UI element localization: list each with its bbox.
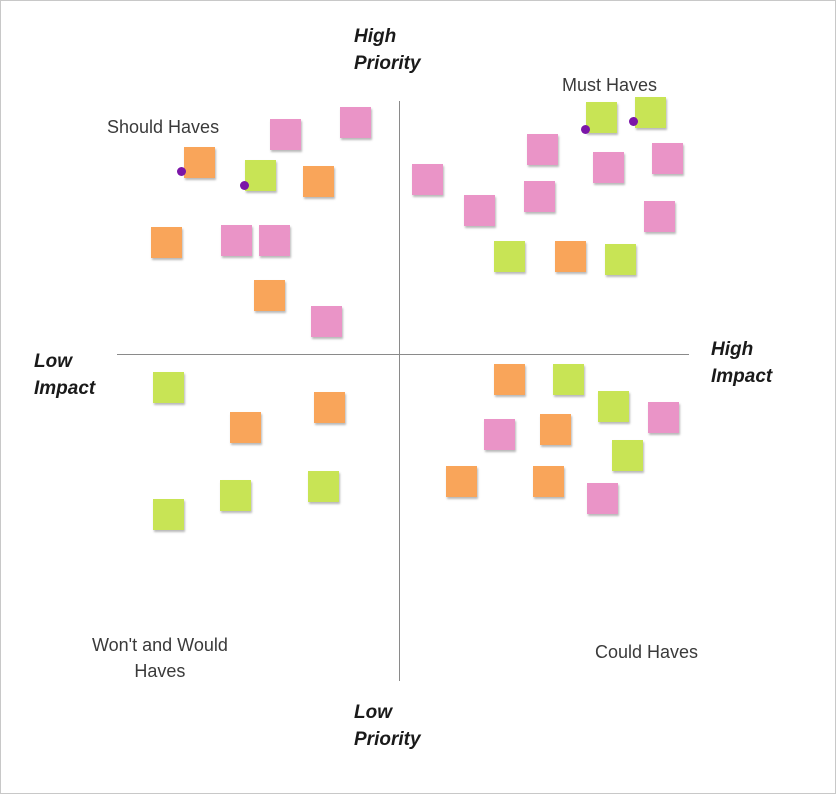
sticky-note[interactable]: [270, 119, 301, 150]
sticky-note[interactable]: [412, 164, 443, 195]
sticky-note[interactable]: [303, 166, 334, 197]
sticky-note[interactable]: [311, 306, 342, 337]
sticky-note[interactable]: [153, 372, 184, 403]
sticky-note[interactable]: [540, 414, 571, 445]
sticky-note[interactable]: [593, 152, 624, 183]
vote-dot: [581, 125, 590, 134]
vote-dot: [240, 181, 249, 190]
sticky-note[interactable]: [587, 483, 618, 514]
sticky-note[interactable]: [245, 160, 276, 191]
sticky-note[interactable]: [308, 471, 339, 502]
sticky-note[interactable]: [553, 364, 584, 395]
sticky-note[interactable]: [221, 225, 252, 256]
sticky-note[interactable]: [494, 241, 525, 272]
sticky-note[interactable]: [230, 412, 261, 443]
sticky-note[interactable]: [494, 364, 525, 395]
sticky-note[interactable]: [446, 466, 477, 497]
sticky-note[interactable]: [524, 181, 555, 212]
sticky-note[interactable]: [259, 225, 290, 256]
quadrant-label-must-haves: Must Haves: [562, 75, 658, 95]
sticky-note[interactable]: [635, 97, 666, 128]
sticky-note[interactable]: [605, 244, 636, 275]
sticky-note[interactable]: [464, 195, 495, 226]
sticky-note[interactable]: [612, 440, 643, 471]
sticky-note[interactable]: [527, 134, 558, 165]
sticky-note[interactable]: [586, 102, 617, 133]
axis-label-low-impact: Low Impact: [34, 351, 96, 399]
sticky-note[interactable]: [652, 143, 683, 174]
sticky-note[interactable]: [648, 402, 679, 433]
quadrant-label-could-haves: Could Haves: [595, 642, 699, 662]
sticky-note[interactable]: [314, 392, 345, 423]
axis-label-low-priority: Low Priority: [354, 702, 421, 750]
sticky-note[interactable]: [598, 391, 629, 422]
sticky-note[interactable]: [151, 227, 182, 258]
axis-label-high-priority: High Priority: [354, 26, 421, 74]
sticky-note[interactable]: [555, 241, 586, 272]
sticky-note[interactable]: [184, 147, 215, 178]
horizontal-axis: [117, 354, 689, 355]
vote-dot: [177, 167, 186, 176]
sticky-note[interactable]: [340, 107, 371, 138]
vote-dot: [629, 117, 638, 126]
sticky-note[interactable]: [220, 480, 251, 511]
sticky-note[interactable]: [254, 280, 285, 311]
sticky-note[interactable]: [533, 466, 564, 497]
quadrant-label-should-haves: Should Haves: [107, 117, 220, 137]
axis-label-high-impact: High Impact: [711, 339, 773, 387]
vertical-axis: [399, 101, 400, 681]
sticky-note[interactable]: [484, 419, 515, 450]
sticky-note[interactable]: [644, 201, 675, 232]
sticky-note[interactable]: [153, 499, 184, 530]
quadrant-label-wont-and-would-haves: Won't and Would Haves: [92, 635, 228, 681]
